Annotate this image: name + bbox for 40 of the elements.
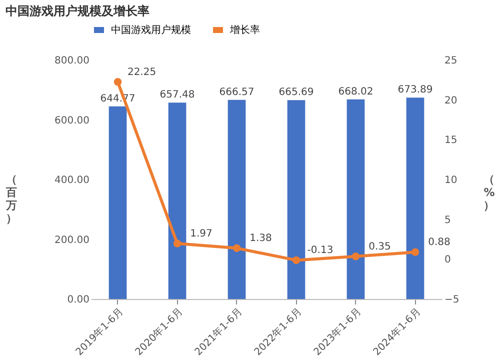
bar (168, 102, 186, 299)
data-label: 666.57 (219, 86, 254, 98)
y-axis-title: （百万） (5, 173, 18, 225)
y2-axis-title: （%） (484, 173, 495, 212)
chart-title: 中国游戏用户规模及增长率 (6, 4, 150, 18)
y2-tick-label: 20 (444, 95, 458, 106)
point (292, 256, 300, 264)
point (411, 248, 420, 256)
point (352, 252, 360, 260)
data-label: 1.97 (190, 228, 212, 240)
legend-label: 增长率 (229, 24, 260, 36)
y-tick-label: 200.00 (54, 234, 90, 246)
data-label: 0.35 (368, 241, 391, 252)
data-label: 673.89 (398, 84, 433, 96)
bar (108, 106, 127, 299)
y-tick-label: 0.00 (67, 294, 90, 306)
data-label: 668.02 (338, 86, 374, 98)
data-label: -0.13 (307, 245, 334, 256)
data-label: 665.69 (278, 87, 314, 98)
bar (228, 100, 246, 299)
legend-label: 中国游戏用户规模 (111, 24, 191, 36)
y2-tick-label: 5 (444, 214, 451, 226)
y2-tick-label: 10 (444, 175, 458, 186)
y2-tick-label: 25 (444, 56, 458, 66)
data-label: 22.25 (127, 66, 156, 78)
data-label: 1.38 (250, 233, 272, 244)
point (232, 244, 241, 252)
y2-tick-label: 15 (444, 135, 458, 146)
y-tick-label: 400.00 (54, 175, 90, 186)
data-label: 0.88 (428, 237, 450, 248)
point (114, 78, 122, 86)
point (173, 240, 182, 248)
bar (406, 98, 424, 299)
bar (346, 99, 365, 299)
y-tick-label: 600.00 (54, 115, 90, 126)
bar (287, 100, 306, 299)
y2-tick-label: 0 (444, 254, 451, 266)
data-label: 657.48 (160, 90, 195, 101)
y2-tick-label: −5 (444, 294, 460, 306)
y-tick-label: 800.00 (54, 56, 90, 66)
